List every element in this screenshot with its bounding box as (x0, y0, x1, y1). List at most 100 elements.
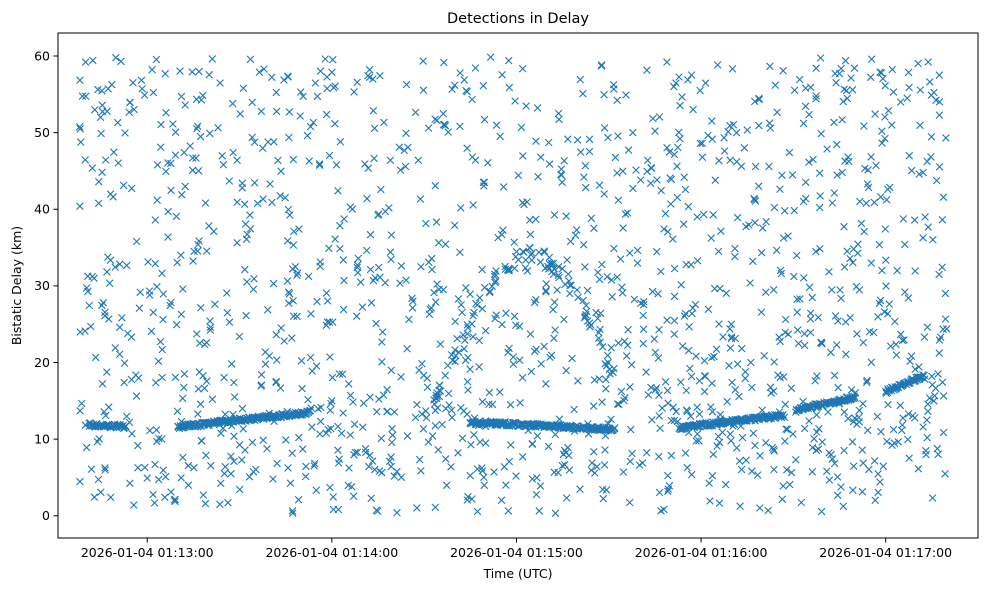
scatter-point (583, 286, 592, 295)
scatter-point (122, 261, 131, 270)
scatter-point (194, 240, 202, 249)
scatter-point (790, 206, 799, 215)
scatter-point (500, 463, 509, 471)
scatter-point (310, 459, 319, 468)
scatter-point (726, 156, 734, 164)
scatter-point (627, 360, 636, 369)
scatter-point (870, 457, 879, 465)
scatter-point (456, 248, 464, 257)
scatter-point (194, 385, 203, 393)
scatter-point (368, 457, 377, 465)
scatter-point (935, 336, 944, 344)
scatter-point (700, 372, 709, 380)
scatter-point (536, 258, 545, 266)
scatter-point (783, 466, 791, 474)
scatter-point (117, 57, 125, 66)
scatter-point (758, 224, 767, 232)
scatter-point (510, 264, 519, 273)
scatter-point (413, 504, 421, 512)
scatter-point (468, 495, 476, 503)
scatter-point (94, 475, 103, 484)
scatter-point (595, 328, 603, 337)
scatter-point (526, 230, 535, 239)
scatter-point (713, 442, 721, 450)
scatter-point (655, 412, 663, 420)
scatter-point (778, 171, 786, 180)
scatter-point (910, 414, 919, 422)
scatter-point (626, 457, 634, 466)
x-axis-label: Time (UTC) (482, 566, 552, 581)
scatter-point (280, 337, 288, 345)
scatter-point (856, 197, 864, 206)
scatter-point (587, 466, 596, 474)
scatter-point (193, 122, 202, 131)
scatter-point (517, 123, 526, 132)
scatter-point (241, 265, 249, 274)
scatter-point (772, 246, 781, 255)
x-tick-label: 2026-01-04 01:17:00 (819, 545, 952, 560)
scatter-point (639, 311, 647, 320)
scatter-point (225, 177, 234, 185)
scatter-point (643, 156, 652, 165)
scatter-point (632, 166, 640, 174)
scatter-point (224, 498, 232, 507)
scatter-point (94, 85, 102, 94)
scatter-point (428, 432, 437, 440)
scatter-point (724, 127, 732, 136)
scatter-point (651, 127, 659, 135)
scatter-point (720, 134, 728, 142)
scatter-point (289, 509, 297, 517)
scatter-point (939, 392, 948, 400)
scatter-point (585, 135, 594, 144)
scatter-point (306, 406, 315, 415)
scatter-point (614, 196, 623, 204)
scatter-point (196, 132, 205, 141)
scatter-point (748, 383, 756, 392)
scatter-point (537, 360, 545, 368)
scatter-point (442, 481, 451, 490)
scatter-point (138, 85, 146, 93)
scatter-point (780, 413, 789, 422)
scatter-point (867, 259, 876, 267)
scatter-point (781, 315, 790, 324)
scatter-point (830, 371, 839, 380)
scatter-point (664, 485, 673, 493)
scatter-point (891, 317, 899, 326)
scatter-point (717, 227, 725, 235)
scatter-point (919, 371, 927, 379)
scatter-point (801, 178, 810, 187)
scatter-point (372, 319, 380, 328)
scatter-point (118, 314, 126, 322)
scatter-point (439, 285, 448, 294)
scatter-point (177, 417, 186, 426)
scatter-point (475, 363, 483, 371)
scatter-point (95, 177, 103, 186)
scatter-point (869, 328, 878, 337)
scatter-point (619, 167, 627, 175)
scatter-point (217, 429, 225, 438)
scatter-point (923, 157, 931, 166)
scatter-point (904, 410, 913, 418)
scatter-point (551, 509, 560, 518)
scatter-point (197, 303, 205, 312)
scatter-point (779, 234, 788, 242)
scatter-point (554, 262, 563, 271)
scatter-point (681, 449, 690, 457)
scatter-point (876, 478, 884, 486)
scatter-point (904, 294, 913, 302)
scatter-point (339, 305, 348, 314)
scatter-point (336, 244, 344, 253)
scatter-point (867, 153, 875, 161)
scatter-point (834, 317, 842, 325)
scatter-point (555, 273, 563, 282)
scatter-point (145, 287, 154, 295)
scatter-point (773, 108, 781, 117)
scatter-point (466, 471, 474, 480)
scatter-point (257, 370, 266, 379)
x-tick-label: 2026-01-04 01:13:00 (81, 545, 214, 560)
scatter-point (545, 160, 554, 168)
scatter-point (134, 464, 142, 472)
scatter-point (676, 101, 684, 110)
scatter-point (167, 186, 175, 195)
scatter-point (110, 148, 118, 156)
